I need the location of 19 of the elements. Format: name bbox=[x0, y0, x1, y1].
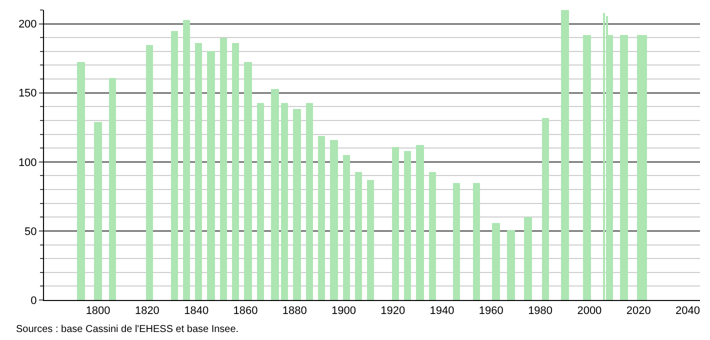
y-tick-label: 150 bbox=[18, 88, 37, 100]
x-tick-label: 1900 bbox=[332, 305, 356, 318]
y-tick-label: 50 bbox=[24, 226, 37, 238]
x-tick-label: 1800 bbox=[86, 305, 110, 318]
x-tick-label: 1980 bbox=[528, 305, 553, 318]
x-tick-label: 1880 bbox=[282, 305, 307, 318]
x-tick-label: 1960 bbox=[478, 305, 504, 318]
x-tick-label: 1940 bbox=[430, 305, 454, 318]
x-tick-label: 1860 bbox=[233, 305, 258, 318]
x-tick-label: 2000 bbox=[577, 305, 602, 318]
x-tick-label: 2020 bbox=[626, 305, 651, 318]
x-tick-label: 1840 bbox=[184, 305, 209, 318]
x-tick-label: 2040 bbox=[675, 305, 700, 318]
x-tick-label: 1820 bbox=[134, 305, 160, 318]
y-tick-label: 100 bbox=[18, 156, 37, 169]
x-tick-label: 1920 bbox=[380, 305, 406, 318]
source-note: Sources : base Cassini de l'EHESS et base Insee. bbox=[16, 324, 239, 335]
y-tick-label: 200 bbox=[18, 18, 37, 31]
y-tick-label: 0 bbox=[30, 294, 37, 307]
